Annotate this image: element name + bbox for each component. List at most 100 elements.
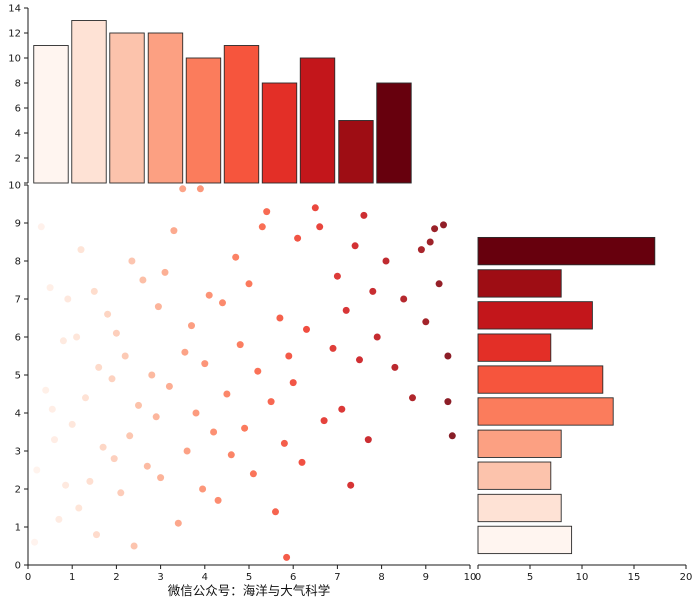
scatter-x-tick-label: 1 — [69, 572, 75, 583]
scatter-point — [170, 227, 178, 235]
scatter-point — [263, 208, 271, 216]
top-histogram-bar — [223, 45, 260, 184]
right-histogram-bar — [477, 269, 562, 298]
scatter-point — [165, 382, 173, 390]
scatter-point — [311, 204, 319, 212]
scatter-point — [188, 322, 195, 330]
scatter-x-tick-label: 10 — [464, 572, 477, 583]
scatter-point — [391, 363, 399, 371]
scatter-point — [316, 223, 324, 231]
scatter-x-tick-label: 4 — [202, 572, 208, 583]
top-hist-y-tick-label: 8 — [15, 79, 21, 90]
scatter-point — [245, 280, 253, 288]
scatter-point — [249, 470, 257, 478]
top-hist-y-tick-label: 14 — [8, 4, 21, 15]
scatter-x-tick-label: 3 — [157, 572, 163, 583]
scatter-x-tick-label: 0 — [25, 572, 31, 583]
scatter-point — [356, 356, 363, 364]
scatter-point — [272, 508, 279, 516]
scatter-y-tick-label: 7 — [15, 295, 21, 306]
top-histogram-bar — [376, 82, 412, 184]
scatter-point — [400, 295, 408, 303]
scatter-point — [99, 443, 107, 451]
scatter-point — [130, 542, 138, 550]
scatter-point — [51, 436, 58, 444]
top-hist-y-tick-label: 2 — [15, 154, 21, 165]
scatter-point — [161, 268, 169, 276]
scatter-point — [95, 363, 103, 371]
scatter-y-tick-label: 5 — [15, 371, 21, 382]
scatter-point — [93, 531, 100, 539]
scatter-point — [223, 390, 231, 398]
scatter-point — [444, 352, 452, 360]
scatter-point — [210, 428, 218, 436]
right-hist-x-tick-label: 15 — [628, 572, 641, 583]
scatter-point — [201, 360, 209, 368]
scatter-point — [112, 329, 120, 337]
scatter-point — [303, 325, 310, 333]
right-histogram-bar — [477, 397, 614, 426]
top-histogram-bar — [338, 120, 374, 184]
scatter-point — [90, 287, 98, 295]
scatter-point — [86, 477, 94, 485]
scatter-x-tick-label: 7 — [334, 572, 340, 583]
scatter-point — [232, 253, 240, 261]
scatter-point — [351, 242, 359, 250]
right-histogram-bar — [477, 493, 562, 523]
scatter-y-tick-label: 0 — [15, 561, 21, 572]
scatter-point — [48, 405, 56, 413]
scatter-point — [241, 424, 249, 432]
scatter-y-tick-label: 8 — [15, 257, 21, 268]
scatter-point — [59, 337, 67, 345]
scatter-point — [46, 284, 54, 292]
right-histogram-bar — [477, 301, 593, 330]
scatter-point — [183, 447, 191, 455]
scatter-point — [333, 272, 341, 280]
scatter-point — [285, 352, 293, 360]
right-histogram-bar — [477, 429, 562, 458]
scatter-point — [31, 538, 39, 546]
scatter-y-tick-label: 4 — [15, 409, 21, 420]
scatter-point — [68, 420, 76, 428]
scatter-point — [205, 291, 213, 299]
scatter-point — [364, 436, 372, 444]
scatter-point — [139, 276, 147, 284]
scatter-point — [276, 314, 284, 322]
caption-text: 微信公众号：海洋与大气科学 — [167, 583, 331, 598]
scatter-x-tick-label: 9 — [423, 572, 429, 583]
right-hist-x-tick-label: 0 — [475, 572, 481, 583]
scatter-point — [258, 223, 266, 231]
scatter-point — [320, 417, 328, 425]
scatter-point — [440, 221, 447, 229]
scatter-y-tick-label: 9 — [15, 219, 21, 230]
scatter-point — [135, 401, 142, 409]
scatter-point — [382, 257, 390, 265]
right-hist-x-tick-label: 5 — [527, 572, 533, 583]
scatter-point — [236, 341, 244, 349]
scatter-point — [192, 409, 200, 417]
scatter-point — [426, 238, 434, 246]
scatter-point — [82, 394, 89, 402]
scatter-point — [196, 185, 204, 193]
scatter-point — [174, 519, 182, 527]
scatter-point — [104, 310, 112, 318]
top-hist-y-tick-label: 4 — [15, 129, 21, 140]
scatter-point — [360, 211, 368, 219]
scatter-point — [75, 504, 83, 512]
scatter-point — [254, 367, 262, 375]
scatter-point — [373, 333, 381, 341]
top-histogram-bar — [147, 32, 184, 184]
scatter-x-tick-label: 8 — [378, 572, 384, 583]
top-hist-y-tick-label: 12 — [8, 29, 21, 40]
scatter-point — [55, 515, 63, 523]
scatter-y-tick-label: 6 — [15, 333, 21, 344]
scatter-y-tick-label: 1 — [15, 523, 21, 534]
scatter-point — [152, 413, 160, 421]
scatter-point — [329, 344, 337, 352]
top-hist-y-tick-label: 6 — [15, 104, 21, 115]
scatter-point — [73, 333, 81, 341]
scatter-point — [33, 466, 41, 474]
scatter-y-tick-label: 2 — [15, 485, 21, 496]
scatter-point — [64, 295, 72, 303]
